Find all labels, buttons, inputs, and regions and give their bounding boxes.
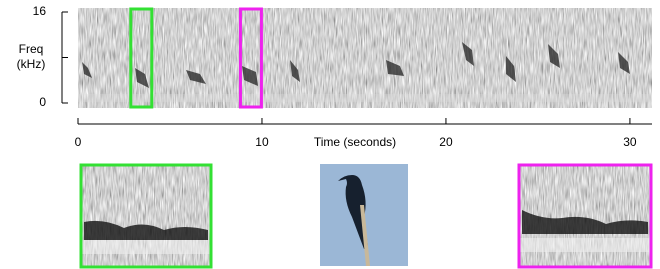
x-tick-label: 0 <box>75 135 82 149</box>
x-tick-label: 10 <box>255 135 269 149</box>
x-tick-label: 20 <box>439 135 453 149</box>
figure: Freq (kHz) Time (seconds) 0 16 0 10 20 30 <box>0 0 660 269</box>
y-axis-label: (kHz) <box>17 57 46 71</box>
zoom-inset <box>82 166 210 266</box>
x-axis-label: Time (seconds) <box>314 135 396 149</box>
y-tick-label: 16 <box>33 4 47 18</box>
zoom-inset <box>520 166 650 266</box>
spectrogram-image <box>78 8 652 108</box>
x-tick-label: 30 <box>623 135 637 149</box>
y-axis-label: Freq <box>19 42 44 56</box>
y-tick-label: 0 <box>39 95 46 109</box>
bird-photo <box>320 164 408 266</box>
